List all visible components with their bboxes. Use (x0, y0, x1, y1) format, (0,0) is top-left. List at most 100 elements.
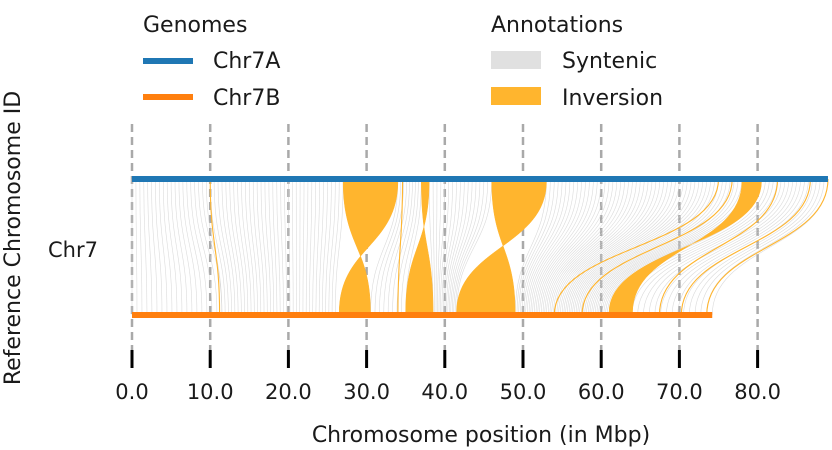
syntenic-link (135, 178, 138, 316)
inversion-link (209, 178, 221, 316)
syntenic-link (560, 178, 649, 316)
x-tick-label: 50.0 (500, 380, 547, 404)
syntenic-link (305, 178, 309, 316)
syntenic-link (453, 178, 485, 316)
syntenic-link (374, 178, 402, 316)
y-axis-label: Reference Chromosome ID (1, 91, 26, 385)
syntenic-link (318, 178, 324, 316)
syntenic-link (520, 178, 559, 316)
syntenic-link (288, 178, 291, 316)
syntenic-link (551, 178, 629, 316)
syntenic-region (428, 178, 493, 316)
syntenic-link (241, 178, 252, 316)
inversion-link (581, 178, 733, 316)
syntenic-link (516, 178, 551, 316)
x-tick-label: 10.0 (187, 380, 234, 404)
syntenic-link (447, 178, 469, 316)
syntenic-link (441, 178, 453, 316)
syntenic-link (528, 178, 579, 316)
syntenic-link (272, 178, 278, 316)
legend-label-chr7b: Chr7B (213, 86, 280, 111)
syntenic-link (312, 178, 317, 316)
syntenic-link (514, 178, 547, 316)
syntenic-link (302, 178, 305, 316)
syntenic-link (276, 178, 281, 316)
genomes-legend: Genomes Chr7A Chr7B (143, 13, 280, 111)
syntenic-link (660, 178, 794, 316)
syntenic-link (539, 178, 602, 316)
syntenic-link (549, 178, 625, 316)
syntenic-link (694, 178, 817, 316)
syntenic-link (325, 178, 332, 316)
inversion-link (706, 178, 829, 316)
inversion-link (397, 178, 404, 316)
syntenic-link (252, 178, 262, 316)
x-axis-ticks: 0.0 10.0 20.0 30.0 40.0 50.0 60.0 70.0 80.0 (115, 350, 781, 404)
syntenic-link (456, 178, 493, 316)
syntenic-link (591, 178, 719, 316)
syntenic-link (530, 178, 582, 316)
syntenic-link (580, 178, 696, 316)
x-tick-label: 0.0 (115, 380, 148, 404)
syntenic-link (544, 178, 614, 316)
syntenic-link (454, 178, 489, 316)
syntenic-link (547, 178, 622, 316)
syntenic-link (600, 178, 739, 316)
x-tick-label: 30.0 (343, 380, 390, 404)
syntenic-link (568, 178, 668, 316)
syntenic-link (178, 178, 193, 316)
syntenic-link (331, 178, 340, 316)
syntenic-link (401, 178, 419, 316)
syntenic-link (677, 178, 805, 316)
syntenic-link (139, 178, 143, 316)
syntenic-link (671, 178, 801, 316)
genome-bars (132, 176, 828, 318)
syntenic-link (182, 178, 198, 316)
syntenic-link (537, 178, 598, 316)
x-tick-label: 40.0 (421, 380, 468, 404)
legend-swatch-inversion (491, 87, 541, 105)
syntenic-link (221, 178, 236, 316)
syntenic-link (155, 178, 163, 316)
syntenic-link (268, 178, 275, 316)
syntenic-link (292, 178, 294, 316)
syntenic-link (322, 178, 328, 316)
syntenic-link (437, 178, 442, 316)
syntenic-link (563, 178, 657, 316)
syntenic-link (594, 178, 727, 316)
syntenic-link (589, 178, 715, 316)
syntenic-link (387, 178, 410, 316)
y-category-label: Chr7 (48, 238, 98, 262)
syntenic-link (533, 178, 590, 316)
inversion-link (680, 178, 811, 316)
legend-label-syntenic: Syntenic (562, 49, 657, 74)
syntenic-link (648, 178, 786, 316)
syntenic-link (448, 178, 473, 316)
syntenic-link (217, 178, 232, 316)
syntenic-link (572, 178, 676, 316)
syntenic-link (190, 178, 208, 316)
syntenic-link (558, 178, 645, 316)
genomes-legend-title: Genomes (143, 13, 247, 38)
x-tick-label: 60.0 (578, 380, 625, 404)
syntenic-link (205, 178, 223, 316)
syntenic-link (554, 178, 637, 316)
syntenic-link (225, 178, 239, 316)
syntenic-link (440, 178, 450, 316)
syntenic-link (637, 178, 778, 316)
annotations-legend: Annotations Syntenic Inversion (491, 13, 663, 111)
syntenic-link (143, 178, 148, 316)
syntenic-link (328, 178, 336, 316)
syntenic-link (654, 178, 790, 316)
syntenic-link (582, 178, 700, 316)
syntenic-link (561, 178, 653, 316)
syntenic-link (194, 178, 213, 316)
syntenic-link (584, 178, 704, 316)
syntenic-link (567, 178, 665, 316)
syntenic-link (186, 178, 203, 316)
syntenic-link (586, 178, 708, 316)
syntenic-link (432, 178, 435, 316)
syntenic-link (575, 178, 684, 316)
syntenic-link (518, 178, 555, 316)
